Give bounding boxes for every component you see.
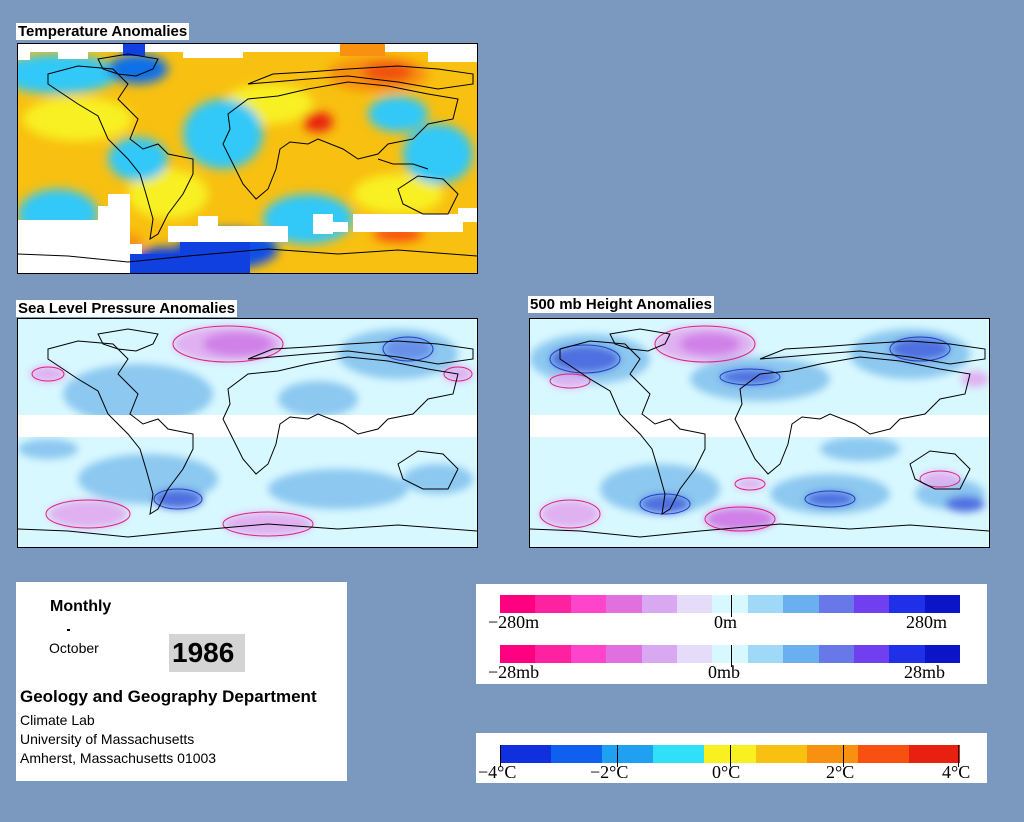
temperature-scale-swatch xyxy=(755,745,807,763)
pressure-scale-swatch xyxy=(924,645,961,663)
height-mid-label: 0m xyxy=(714,612,738,632)
pressure-mid-label: 0mb xyxy=(708,662,741,682)
temperature-scale-swatch xyxy=(806,745,858,763)
month-label: October xyxy=(49,640,99,656)
height-scale-swatch xyxy=(570,595,607,613)
pressure-scale-swatch xyxy=(500,645,536,663)
pressure-min-label: −28mb xyxy=(488,662,540,682)
temperature-scale-swatch xyxy=(908,745,960,763)
month-marker xyxy=(67,629,70,631)
height-scale-tick xyxy=(731,595,732,617)
height-scale-swatch xyxy=(853,595,890,613)
height-scale-swatch xyxy=(783,595,819,613)
height-pressure-legend: −280m 0m 280m −28mb 0mb 28mb xyxy=(476,584,987,684)
period-label: Monthly xyxy=(50,598,112,615)
temp-label-4: 4°C xyxy=(942,762,971,782)
temperature-scale-swatch xyxy=(551,745,603,763)
pressure-scale-swatch xyxy=(535,645,571,663)
pressure-color-scale xyxy=(500,645,961,663)
height-scale-swatch xyxy=(500,595,536,613)
pressure-scale-swatch xyxy=(676,645,713,663)
temp-tick-4 xyxy=(843,745,844,767)
info-panel: Monthly October 1986 Geology and Geograp… xyxy=(16,582,347,781)
temp-label-0: 0°C xyxy=(712,762,741,782)
height-scale-swatch xyxy=(924,595,961,613)
pressure-scale-swatch xyxy=(747,645,784,663)
pressure-scale-swatch xyxy=(712,645,748,663)
university-label: University of Massachusetts xyxy=(20,731,195,747)
height-scale-swatch xyxy=(889,595,925,613)
department-label: Geology and Geography Department xyxy=(20,687,317,706)
address-label: Amherst, Massachusetts 01003 xyxy=(20,750,217,766)
year-label: 1986 xyxy=(172,637,235,668)
height-color-scale xyxy=(500,595,961,613)
height-scale-swatch xyxy=(676,595,713,613)
temperature-legend: −4°C −2°C 0°C 2°C 4°C xyxy=(476,733,987,783)
pressure-scale-tick xyxy=(731,645,732,667)
temp-label-neg4: −4°C xyxy=(478,762,517,782)
height-map-title: 500 mb Height Anomalies xyxy=(528,296,714,313)
pressure-scale-swatch xyxy=(818,645,854,663)
height-max-label: 280m xyxy=(906,612,948,632)
height-scale-swatch xyxy=(535,595,571,613)
sea-level-pressure-anomaly-map xyxy=(17,318,478,548)
pressure-max-label: 28mb xyxy=(904,662,946,682)
height-min-label: −280m xyxy=(488,612,540,632)
temperature-scale-swatch xyxy=(500,745,552,763)
temperature-map-title: Temperature Anomalies xyxy=(16,23,190,40)
height-scale-swatch xyxy=(606,595,642,613)
lab-label: Climate Lab xyxy=(20,712,95,728)
temp-tick-3 xyxy=(730,745,731,767)
pressure-scale-swatch xyxy=(641,645,677,663)
pressure-scale-swatch xyxy=(889,645,925,663)
height-scale-swatch xyxy=(641,595,677,613)
pressure-scale-swatch xyxy=(606,645,642,663)
temperature-scale-swatch xyxy=(704,745,756,763)
pressure-scale-swatch xyxy=(783,645,819,663)
temperature-anomaly-map xyxy=(17,43,478,274)
temp-tick-1 xyxy=(500,745,501,767)
height-scale-swatch xyxy=(712,595,748,613)
temp-label-neg2: −2°C xyxy=(590,762,629,782)
pressure-scale-swatch xyxy=(570,645,607,663)
temperature-scale-swatch xyxy=(653,745,705,763)
temp-tick-2 xyxy=(617,745,618,767)
temperature-color-scale xyxy=(500,745,960,763)
slp-map-title: Sea Level Pressure Anomalies xyxy=(16,300,238,317)
temp-tick-5 xyxy=(958,745,959,767)
temperature-scale-swatch xyxy=(602,745,654,763)
500mb-height-anomaly-map xyxy=(529,318,990,548)
height-scale-swatch xyxy=(747,595,784,613)
height-scale-swatch xyxy=(818,595,854,613)
temperature-scale-swatch xyxy=(857,745,909,763)
temp-label-2: 2°C xyxy=(826,762,855,782)
year-badge: 1986 xyxy=(169,634,245,672)
pressure-scale-swatch xyxy=(853,645,890,663)
